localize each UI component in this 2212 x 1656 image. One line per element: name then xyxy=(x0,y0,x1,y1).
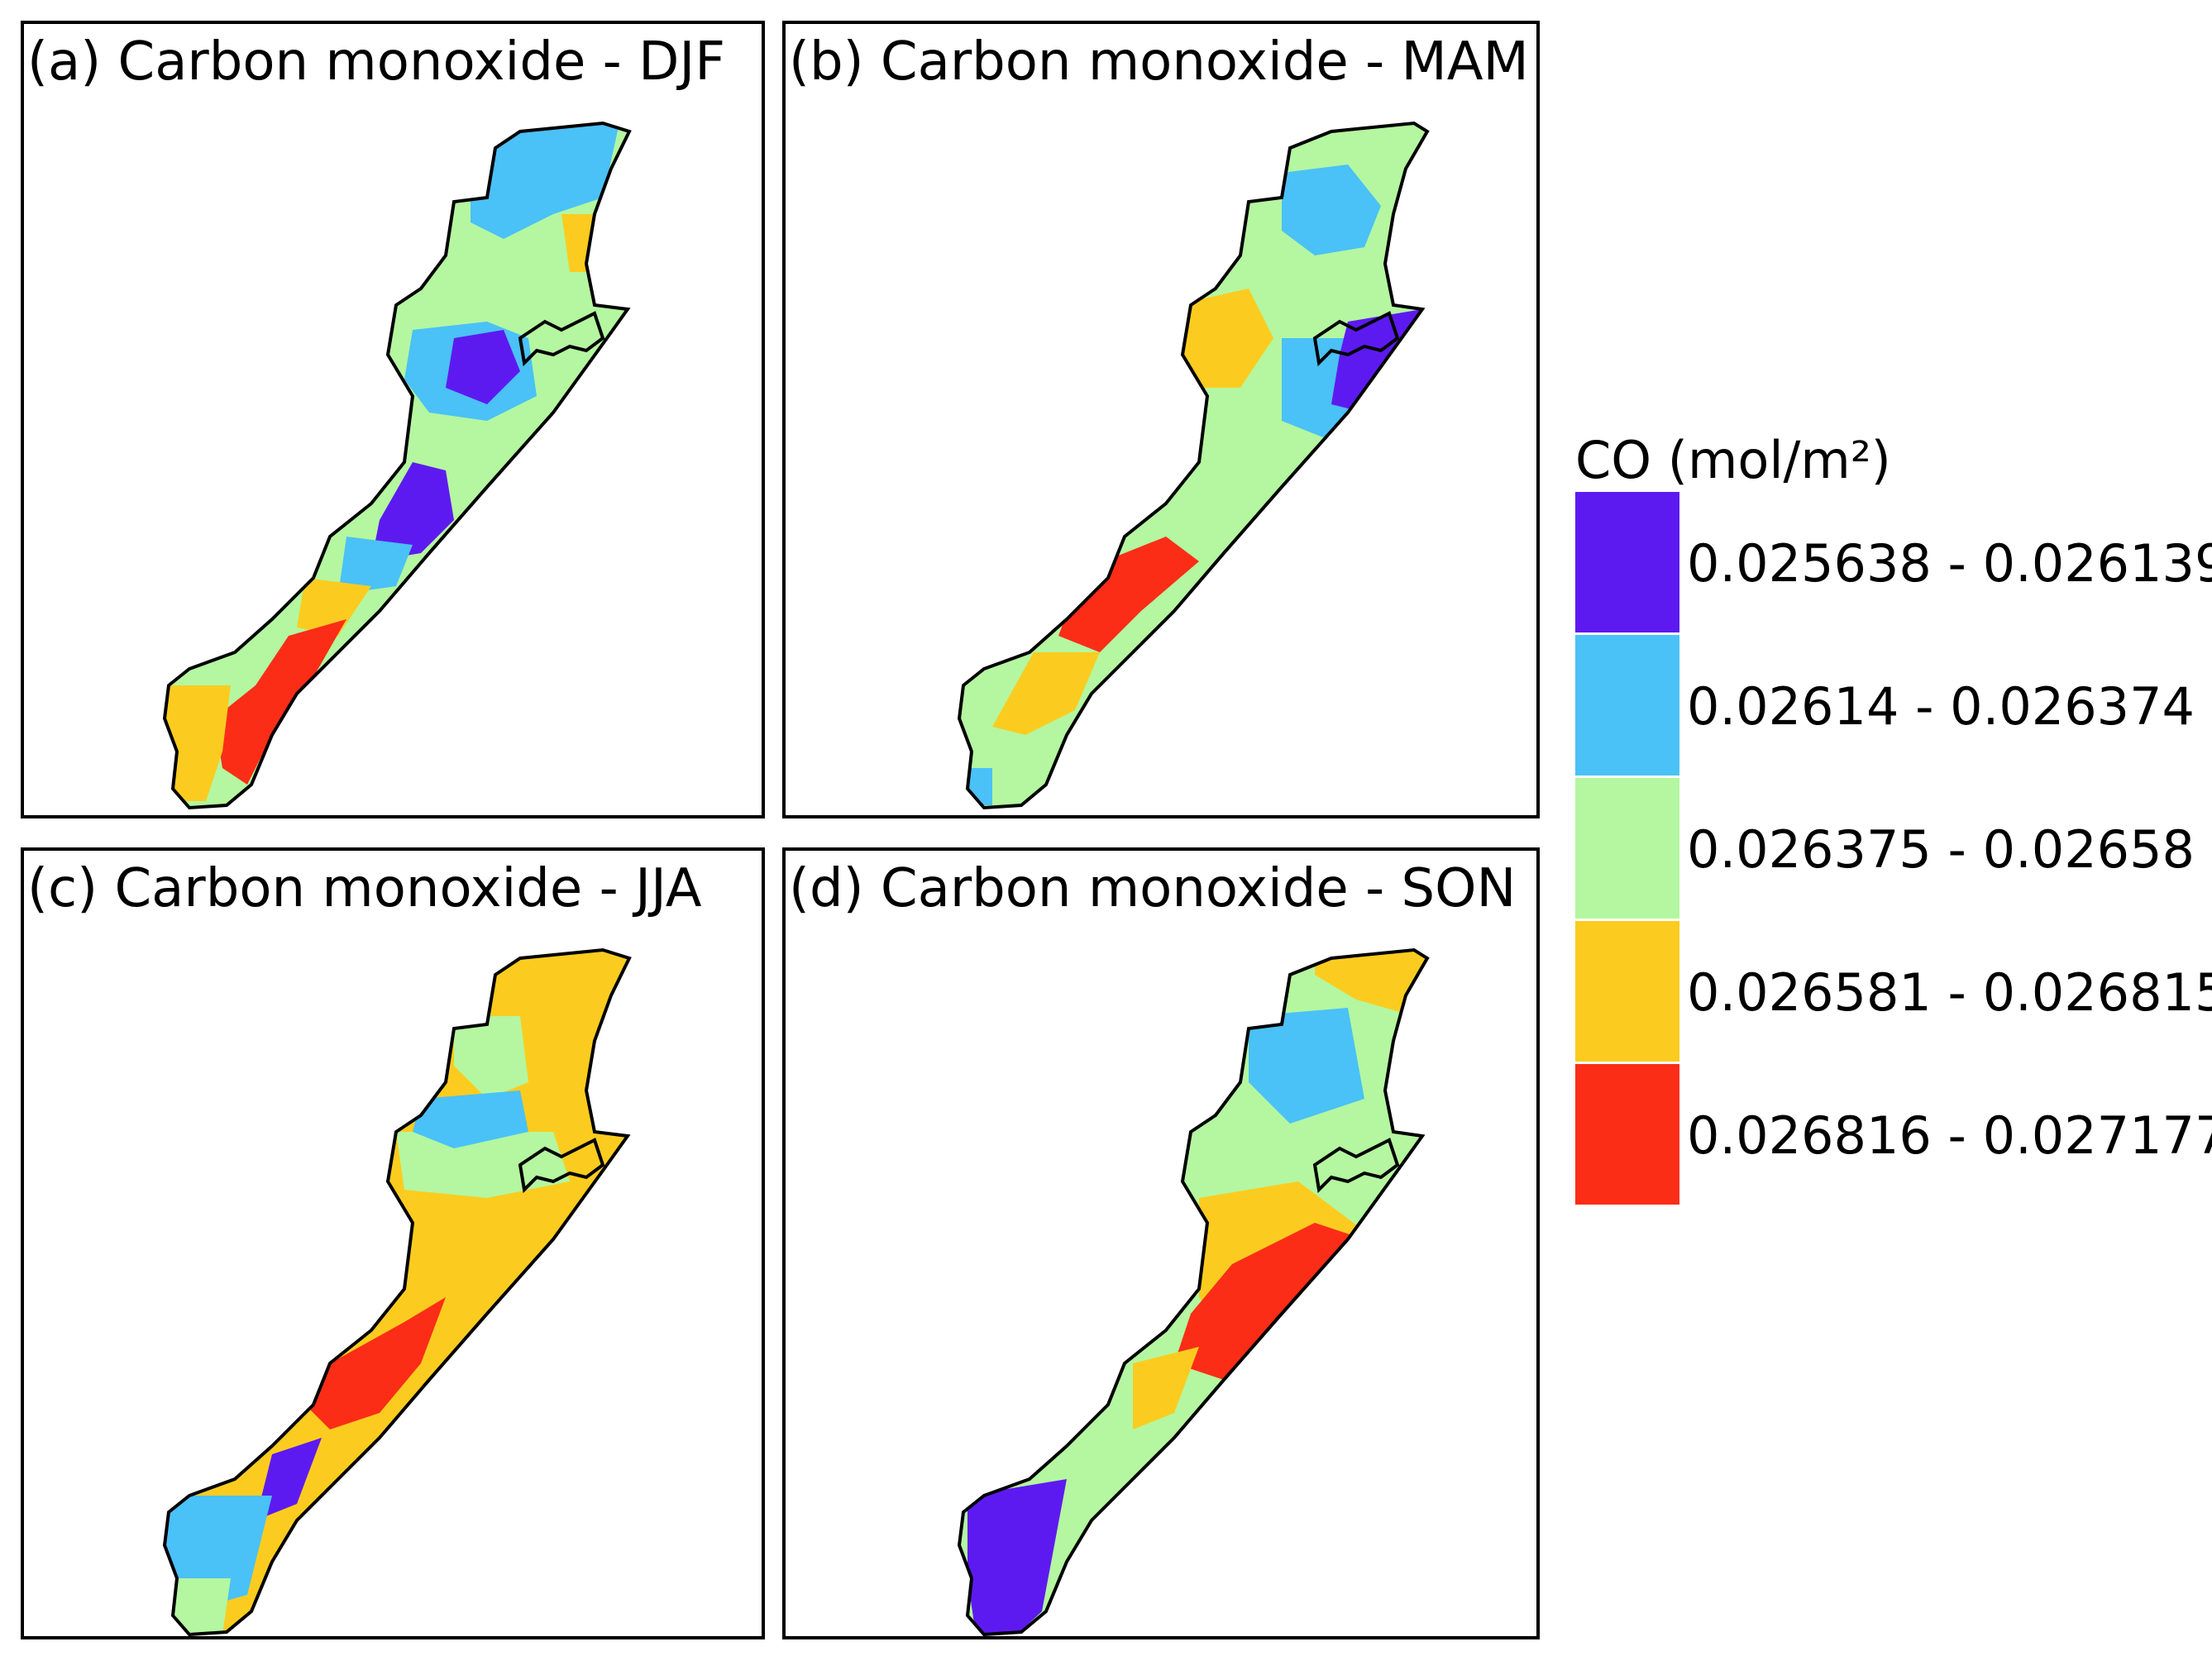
region-outline-d xyxy=(957,947,1430,1636)
zone-yellow-d3 xyxy=(1133,1347,1199,1429)
zone-yellow-b1 xyxy=(1174,289,1273,388)
legend-swatch-2 xyxy=(1575,635,1679,776)
map-d xyxy=(957,947,1430,1636)
panel-title-d: (d) Carbon monoxide - SON xyxy=(789,858,1517,919)
legend-label-2: 0.02614 - 0.026374 xyxy=(1687,676,2195,737)
panel-title-b: (b) Carbon monoxide - MAM xyxy=(789,31,1529,93)
zone-purple-a2 xyxy=(371,462,454,561)
region-outline-b xyxy=(957,121,1430,810)
zone-blue-a3 xyxy=(338,537,413,594)
zone-yellow-c xyxy=(165,950,629,1635)
zone-yellow-d1 xyxy=(1315,950,1427,1016)
legend-title: CO (mol/m²) xyxy=(1575,430,1891,490)
legend-label-4: 0.026581 - 0.026815 xyxy=(1687,962,2212,1023)
map-panel-c: (c) Carbon monoxide - JJA xyxy=(21,847,765,1639)
map-panel-d: (d) Carbon monoxide - SON xyxy=(782,847,1540,1639)
map-c xyxy=(162,947,632,1636)
zone-purple-c xyxy=(256,1438,322,1520)
zone-yellow-b2 xyxy=(992,652,1100,735)
map-b xyxy=(957,121,1430,810)
panel-title-a: (a) Carbon monoxide - DJF xyxy=(27,31,726,93)
zone-red-c xyxy=(305,1297,446,1429)
map-panel-b: (b) Carbon monoxide - MAM xyxy=(782,21,1540,818)
zone-yellow-a1 xyxy=(297,578,371,636)
legend-label-1: 0.025638 - 0.026139 xyxy=(1687,533,2212,594)
zone-green-c3 xyxy=(165,1578,231,1635)
zone-blue-c1 xyxy=(413,1090,528,1148)
zone-green-a xyxy=(165,123,629,808)
map-panel-a: (a) Carbon monoxide - DJF xyxy=(21,21,765,818)
inner-bay-outline-d xyxy=(1312,1138,1400,1194)
legend-label-3: 0.026375 - 0.02658 xyxy=(1687,819,2195,880)
region-outline-c xyxy=(162,947,632,1636)
zone-blue-d xyxy=(1249,1008,1364,1124)
inner-bay-outline-b xyxy=(1312,311,1400,367)
map-a xyxy=(162,121,632,810)
inner-bay-outline-c xyxy=(518,1138,605,1194)
zone-blue-b3 xyxy=(959,768,992,805)
zone-red-d xyxy=(1174,1223,1364,1380)
zone-green-c1 xyxy=(454,1016,528,1099)
zone-blue-a1 xyxy=(471,123,619,239)
zone-purple-d xyxy=(967,1479,1067,1635)
panel-title-c: (c) Carbon monoxide - JJA xyxy=(27,858,702,919)
zone-yellow-a2 xyxy=(165,685,231,801)
zone-green-b xyxy=(959,123,1427,808)
zone-green-d xyxy=(959,950,1427,1635)
legend-swatch-1 xyxy=(1575,492,1679,632)
legend-label-5: 0.026816 - 0.027177 xyxy=(1687,1105,2212,1166)
legend-swatch-3 xyxy=(1575,778,1679,919)
zone-purple-b xyxy=(1331,309,1422,413)
zone-purple-a1 xyxy=(446,330,520,404)
legend-swatch-5 xyxy=(1575,1064,1679,1205)
inner-bay-outline-a xyxy=(518,311,605,367)
zone-green-c2 xyxy=(396,1132,570,1198)
zone-red-a xyxy=(214,619,346,785)
legend-swatch-4 xyxy=(1575,921,1679,1062)
region-outline-a xyxy=(162,121,632,810)
zone-blue-b1 xyxy=(1282,165,1381,255)
